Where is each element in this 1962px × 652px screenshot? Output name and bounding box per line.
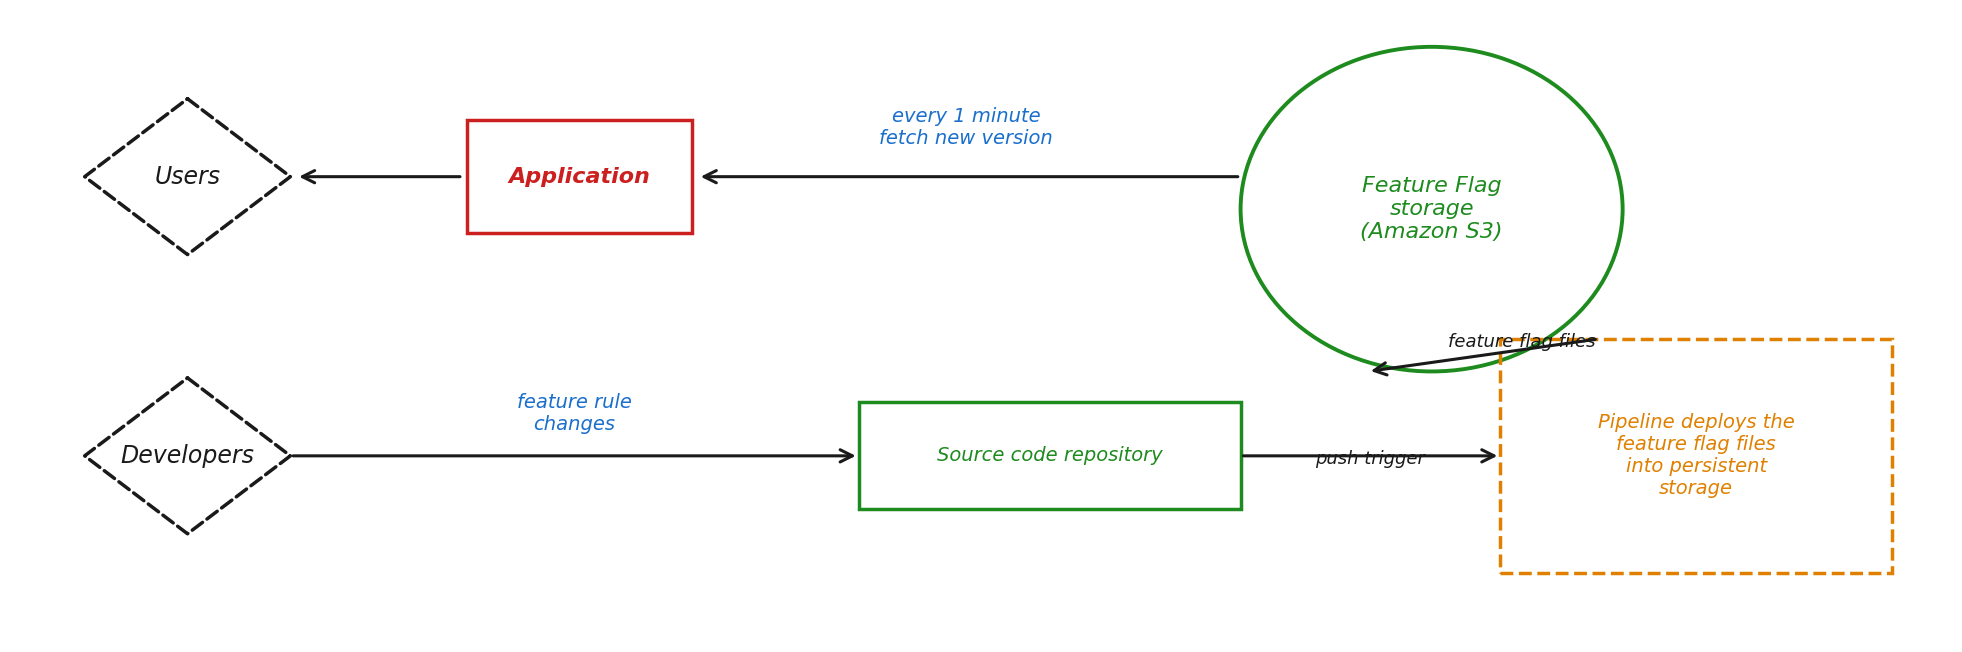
Text: Developers: Developers [120,444,255,468]
Bar [859,402,1240,509]
Bar [467,120,693,233]
Text: Application: Application [508,167,649,186]
Text: every 1 minute
fetch new version: every 1 minute fetch new version [879,108,1054,149]
Text: feature flag files: feature flag files [1448,333,1595,351]
Text: Feature Flag
storage
(Amazon S3): Feature Flag storage (Amazon S3) [1360,176,1503,243]
Text: Users: Users [155,165,220,188]
Text: Source code repository: Source code repository [936,447,1162,466]
Text: Pipeline deploys the
feature flag files
into persistent
storage: Pipeline deploys the feature flag files … [1597,413,1795,498]
Bar [1501,339,1891,572]
Text: feature rule
changes: feature rule changes [518,393,632,434]
Text: push trigger: push trigger [1315,450,1424,468]
